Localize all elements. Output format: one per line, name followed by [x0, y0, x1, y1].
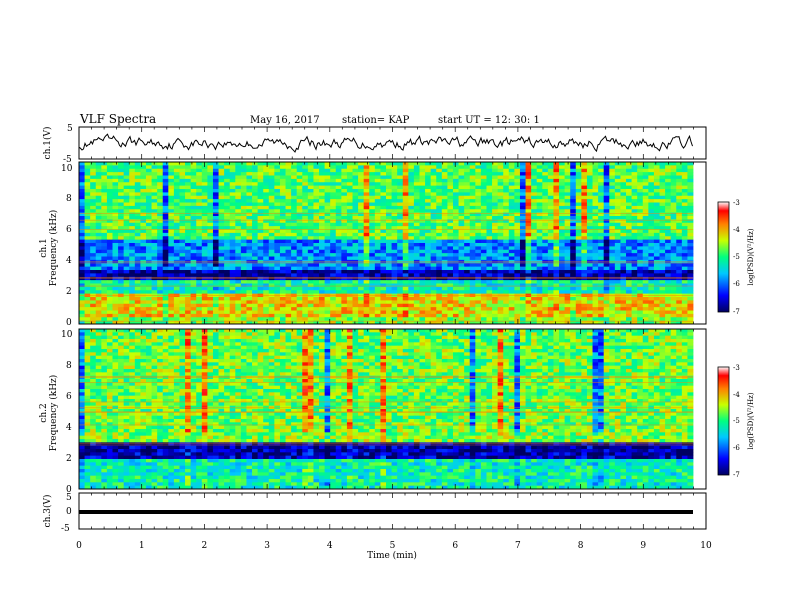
ch1-ytick-2: 2: [66, 287, 72, 297]
ch1-ytick-8: 8: [66, 194, 72, 204]
ch1-spectrogram-heatmap: [79, 162, 694, 325]
station-label: station= KAP: [342, 115, 410, 126]
ch2-spectrogram-heatmap: [79, 329, 694, 490]
ch1-ytick-10: 10: [61, 164, 73, 174]
ch2-ytick-0: 0: [66, 485, 72, 495]
ch2-colorbar-label: log(PSD)(V²/Hz): [747, 392, 755, 449]
xtick-2: 2: [202, 541, 208, 551]
ch2-ytick-4: 4: [66, 423, 72, 433]
ch2-cb-tick-minus6: -6: [733, 444, 740, 452]
ch1-cb-tick-minus5: -5: [733, 253, 740, 261]
xtick-9: 9: [640, 541, 646, 551]
ch1-cb-tick-minus3: -3: [733, 199, 740, 207]
ch1-colorbar: -3 -4 -5 -6 -7 log(PSD)(V²/Hz): [717, 199, 755, 316]
xtick-6: 6: [452, 541, 458, 551]
ch2-cb-tick-minus5: -5: [733, 417, 740, 425]
ch1-cb-tick-minus7: -7: [733, 308, 740, 316]
ch2-ytick-6: 6: [66, 392, 72, 402]
ch3-waveform-line: [79, 510, 693, 514]
ch1-ylabel: ch.1(V): [42, 127, 53, 160]
x-axis: 0 1 2 3 4 5 6 7 8 9 10 Time (min): [76, 541, 712, 561]
xtick-1: 1: [139, 541, 145, 551]
ch1-cb-tick-minus6: -6: [733, 280, 740, 288]
figure-title: VLF Spectra: [79, 112, 156, 126]
ch1-ytick-0: 0: [66, 318, 72, 328]
ch3-ytick-minus5: -5: [61, 524, 70, 534]
ch1-ytick-6: 6: [66, 225, 72, 235]
ch3-ylabel: ch.3(V): [42, 495, 53, 528]
ch1-ylabel-channel: ch.1: [39, 238, 49, 257]
ch3-ytick-0: 0: [66, 507, 72, 517]
xtick-7: 7: [515, 541, 521, 551]
ch2-colorbar: -3 -4 -5 -6 -7 log(PSD)(V²/Hz): [717, 364, 755, 479]
xtick-5: 5: [390, 541, 396, 551]
xtick-0: 0: [76, 541, 82, 551]
axis-ticks: [78, 127, 707, 529]
xtick-3: 3: [264, 541, 270, 551]
ch1-ytick-top: 5: [67, 124, 73, 134]
ch1-colorbar-gradient: [717, 201, 730, 313]
ch2-colorbar-gradient: [717, 366, 730, 476]
ch1-spectrogram-panel: 10 8 6 4 2 0 ch.1 Frequency (kHz): [39, 161, 707, 328]
xtick-8: 8: [578, 541, 584, 551]
ch3-ytick-5: 5: [66, 493, 72, 503]
ch2-ytick-8: 8: [66, 361, 72, 371]
x-axis-label: Time (min): [367, 550, 417, 561]
ch2-ytick-10: 10: [61, 330, 73, 340]
ch1-ytick-4: 4: [66, 256, 72, 266]
ch2-ytick-2: 2: [66, 454, 72, 464]
xtick-10: 10: [700, 541, 712, 551]
ch1-waveform-line: [78, 133, 693, 153]
start-ut-label: start UT = 12: 30: 1: [438, 115, 540, 126]
ch2-ylabel-channel: ch.2: [39, 403, 49, 422]
ch1-ylabel-frequency: Frequency (kHz): [48, 210, 59, 287]
ch2-cb-tick-minus3: -3: [733, 364, 740, 372]
ch1-cb-tick-minus4: -4: [733, 226, 740, 234]
ch2-spectrogram-panel: 10 8 6 4 2 0 ch.2 Frequency (kHz): [39, 328, 707, 495]
date-label: May 16, 2017: [250, 115, 320, 126]
ch1-ytick-bottom: -5: [63, 155, 72, 165]
xtick-4: 4: [327, 541, 333, 551]
ch1-colorbar-label: log(PSD)(V²/Hz): [747, 228, 755, 285]
ch2-cb-tick-minus4: -4: [733, 391, 740, 399]
ch2-cb-tick-minus7: -7: [733, 471, 740, 479]
ch2-ylabel-frequency: Frequency (kHz): [48, 375, 59, 452]
